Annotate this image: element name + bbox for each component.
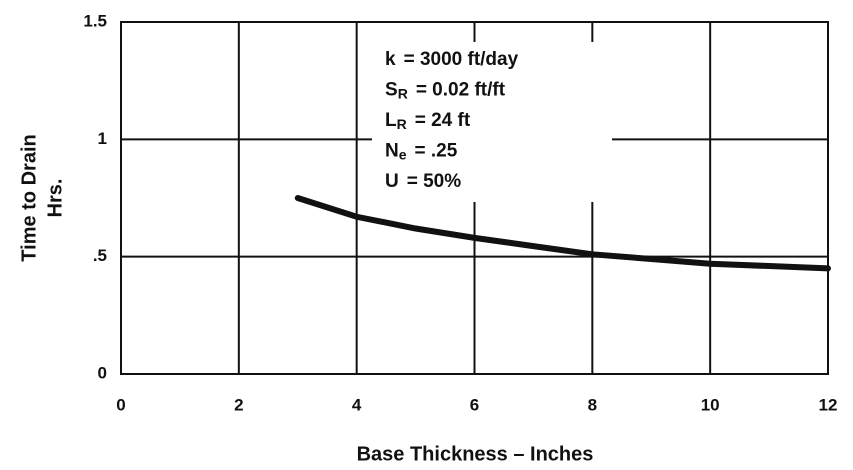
annotation-text: = 3000 ft/day (404, 49, 519, 70)
y-tick-label: 1.5 (83, 11, 107, 30)
y-tick-label: 0 (98, 363, 107, 382)
annotation-text: = 24 ft (415, 110, 471, 131)
annotation-subscript: R (398, 85, 408, 101)
annotation-subscript: e (399, 146, 407, 162)
annotation-symbol: S (385, 80, 398, 101)
y-axis-label: Hrs. (44, 179, 66, 218)
x-tick-label: 0 (116, 395, 125, 414)
annotation-text: = 0.02 ft/ft (416, 80, 506, 101)
annotation: k = 3000 ft/day (385, 49, 519, 70)
y-tick-label: .5 (93, 246, 107, 265)
x-tick-label: 12 (819, 395, 838, 414)
x-tick-label: 6 (470, 395, 479, 414)
plot-frame (120, 21, 829, 375)
y-tick-label: 1 (98, 129, 107, 148)
annotation: Ne = .25 (385, 141, 458, 163)
annotation-subscript: R (397, 116, 407, 132)
data-line (294, 195, 831, 272)
annotation-text: = 50% (407, 171, 462, 192)
annotation: SR = 0.02 ft/ft (385, 80, 506, 102)
x-tick-label: 8 (588, 395, 597, 414)
annotation-box (372, 42, 612, 202)
annotation: LR = 24 ft (385, 110, 471, 132)
annotation-symbol: N (385, 141, 399, 162)
x-axis-label: Base Thickness – Inches (357, 443, 594, 465)
x-tick-label: 2 (234, 395, 243, 414)
annotation: U = 50% (385, 171, 461, 192)
annotation-text: = .25 (415, 141, 458, 162)
x-tick-label: 10 (701, 395, 720, 414)
annotation-symbol: L (385, 110, 397, 131)
y-axis-label: Time to Drain (18, 134, 40, 261)
annotation-symbol: U (385, 171, 399, 192)
annotation-symbol: k (385, 49, 396, 70)
x-tick-label: 4 (352, 395, 362, 414)
